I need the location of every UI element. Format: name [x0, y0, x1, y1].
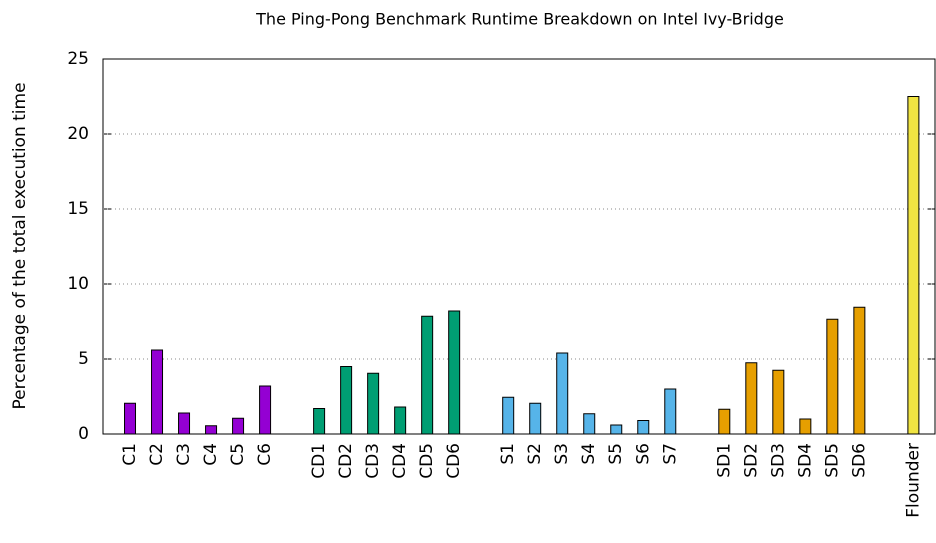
x-tick-label: S4	[579, 443, 599, 465]
bar	[367, 372, 380, 435]
bar	[583, 413, 596, 435]
bar	[745, 362, 758, 435]
y-tick-label: 0	[78, 424, 89, 444]
x-tick-label: SD1	[714, 443, 734, 478]
x-tick-label: CD5	[417, 443, 437, 479]
bar	[394, 406, 407, 435]
x-tick-label: C2	[147, 443, 167, 466]
x-tick-label: S1	[498, 443, 518, 465]
x-tick-label: SD2	[741, 443, 761, 478]
bar	[637, 420, 650, 435]
y-tick-label: 25	[67, 49, 89, 69]
bar	[799, 418, 812, 435]
x-tick-label: C6	[255, 443, 275, 466]
y-tick-label: 5	[78, 349, 89, 369]
bar	[718, 408, 731, 435]
x-tick-label: S7	[660, 443, 680, 465]
x-tick-label: C5	[228, 443, 248, 466]
x-tick-label: Flounder	[903, 443, 923, 518]
x-tick-label: CD1	[309, 443, 329, 479]
bar	[313, 408, 326, 435]
bar	[124, 402, 137, 435]
chart-title: The Ping-Pong Benchmark Runtime Breakdow…	[255, 10, 784, 29]
bar	[502, 396, 515, 435]
x-tick-label: SD4	[795, 443, 815, 478]
x-tick-label: S2	[525, 443, 545, 465]
x-tick-label: S6	[633, 443, 653, 465]
bar	[421, 315, 434, 435]
bar	[556, 352, 569, 435]
bar	[448, 310, 461, 435]
bar	[610, 424, 623, 435]
x-tick-label: SD6	[849, 443, 869, 478]
x-tick-label: S3	[552, 443, 572, 465]
x-tick-label: SD5	[822, 443, 842, 478]
x-tick-label: C1	[120, 443, 140, 466]
x-tick-label: CD6	[444, 443, 464, 479]
bar	[178, 412, 191, 435]
bar	[826, 318, 839, 435]
x-tick-label: S5	[606, 443, 626, 465]
y-tick-label: 10	[67, 274, 89, 294]
bar	[151, 349, 164, 435]
y-tick-label: 15	[67, 199, 89, 219]
bar	[664, 388, 677, 435]
bar	[259, 385, 272, 435]
bar	[529, 402, 542, 435]
plot-frame	[102, 58, 936, 435]
y-tick-label: 20	[67, 124, 89, 144]
x-tick-label: CD4	[390, 443, 410, 479]
y-axis-label: Percentage of the total execution time	[10, 82, 30, 409]
bar	[340, 366, 353, 435]
x-tick-label: CD3	[363, 443, 383, 479]
x-tick-label: C4	[201, 443, 221, 466]
bar	[772, 369, 785, 435]
x-tick-label: C3	[174, 443, 194, 466]
x-tick-label: SD3	[768, 443, 788, 478]
bar	[907, 96, 920, 435]
bar	[232, 417, 245, 435]
bar	[853, 306, 866, 435]
x-tick-label: CD2	[336, 443, 356, 479]
bar	[205, 425, 218, 435]
